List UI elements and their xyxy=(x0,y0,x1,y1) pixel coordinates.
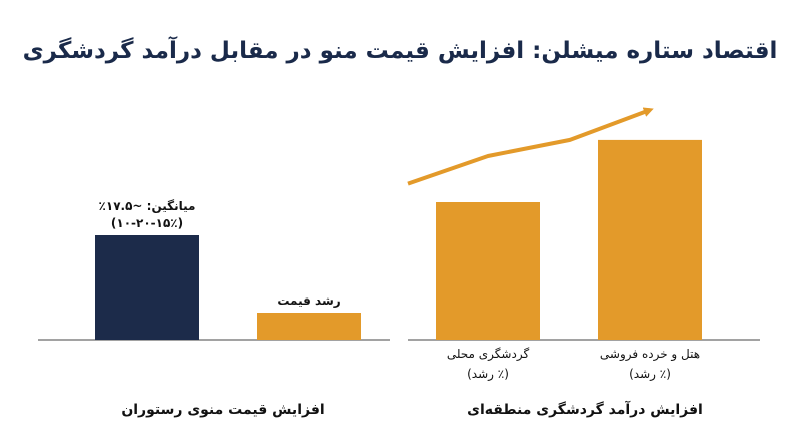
left-bar-1 xyxy=(257,313,361,340)
right-category-sublabel-1: (٪ رشد) xyxy=(629,367,671,382)
left-bar-0 xyxy=(95,235,199,340)
right-chart: افزایش درآمد گردشگری منطقه‌ای گردشگری مح… xyxy=(407,107,760,418)
trend-arrow xyxy=(407,107,654,186)
left-bar-annotation-0-line-1: (۱۰-۲۰-۱۵٪) xyxy=(111,216,183,230)
right-bar-0 xyxy=(436,202,540,340)
left-bar-annotation-1-line-0: رشد قیمت xyxy=(277,294,340,308)
left-bar-annotation-0-line-0: میانگین: ~۱۷.۵٪ xyxy=(99,199,196,213)
right-category-label-0: گردشگری محلی xyxy=(447,347,530,362)
right-chart-title: افزایش درآمد گردشگری منطقه‌ای xyxy=(467,400,703,418)
right-bar-1 xyxy=(598,139,702,340)
page-title: اقتصاد ستاره میشلن: افزایش قیمت منو در م… xyxy=(22,38,778,64)
right-category-sublabel-0: (٪ رشد) xyxy=(467,367,509,382)
left-chart-title: افزایش قیمت منوی رستوران xyxy=(121,402,324,418)
right-category-label-1: هتل و خرده فروشی xyxy=(600,347,700,362)
left-chart: افزایش قیمت منوی رستوران میانگین: ~۱۷.۵٪… xyxy=(38,199,390,418)
